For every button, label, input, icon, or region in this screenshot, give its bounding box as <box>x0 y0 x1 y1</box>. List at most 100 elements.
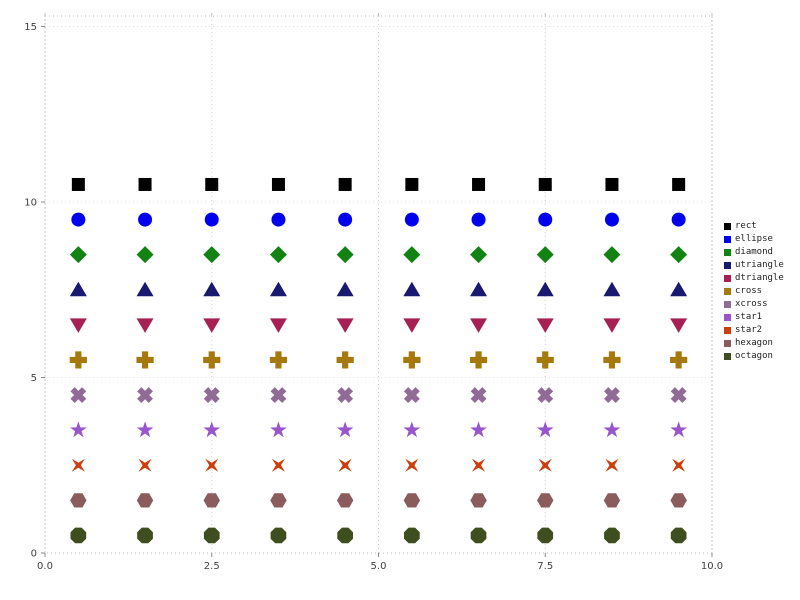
star1-marker <box>470 421 487 438</box>
dtriangle-marker <box>536 318 554 333</box>
utriangle-marker <box>603 281 621 297</box>
star1-marker <box>603 421 621 438</box>
legend-item-xcross: xcross <box>724 299 784 310</box>
hexagon-marker <box>336 493 354 508</box>
utriangle-legend-swatch-icon <box>724 262 731 269</box>
star1-marker <box>136 421 154 438</box>
diamond-marker <box>670 246 688 264</box>
legend-label: xcross <box>735 299 768 309</box>
octagon-marker <box>137 527 153 544</box>
ellipse-marker <box>404 212 419 227</box>
star2-marker <box>672 458 686 472</box>
legend-item-ellipse: ellipse <box>724 234 784 245</box>
star2-marker <box>338 458 352 472</box>
utriangle-marker <box>203 281 221 297</box>
utriangle-marker <box>670 281 688 297</box>
x-tick-label: 2.5 <box>204 561 220 572</box>
cross-marker <box>203 351 221 369</box>
dtriangle-marker <box>69 318 87 333</box>
legend: rect ellipse diamond utriangle dtriangle cros… <box>724 221 784 362</box>
octagon-marker <box>70 527 87 544</box>
ellipse-marker <box>671 212 686 227</box>
legend-item-star2: star2 <box>724 325 784 336</box>
utriangle-marker <box>336 281 354 297</box>
octagon-marker <box>470 527 487 544</box>
xcross-marker <box>337 387 354 403</box>
diamond-marker <box>603 246 621 264</box>
star2-marker <box>538 458 552 472</box>
diamond-marker <box>470 246 488 264</box>
utriangle-marker <box>536 281 554 297</box>
dtriangle-marker <box>203 318 221 333</box>
x-tick-label: 5.0 <box>371 561 387 572</box>
rect-marker <box>71 177 85 191</box>
utriangle-marker <box>69 281 87 297</box>
y-tick-label: 10 <box>24 198 37 209</box>
star2-marker <box>472 458 486 472</box>
octagon-marker <box>404 527 420 544</box>
utriangle-marker <box>403 281 421 297</box>
star2-legend-swatch-icon <box>724 327 731 334</box>
star2-marker <box>138 458 152 472</box>
diamond-marker <box>403 246 421 264</box>
cross-marker <box>136 351 154 369</box>
hexagon-marker <box>203 493 220 508</box>
octagon-marker <box>203 527 220 544</box>
legend-item-hexagon: hexagon <box>724 338 784 349</box>
legend-label: star2 <box>735 325 763 335</box>
legend-label: rect <box>735 221 757 231</box>
hexagon-marker <box>603 493 621 508</box>
star1-legend-swatch-icon <box>724 314 731 321</box>
rect-marker <box>271 177 285 191</box>
legend-label: ellipse <box>735 234 773 244</box>
xcross-marker <box>470 387 487 403</box>
cross-marker <box>603 351 621 369</box>
hexagon-marker <box>537 493 554 508</box>
utriangle-marker <box>269 281 287 297</box>
hexagon-marker <box>670 493 687 508</box>
diamond-marker <box>69 246 87 264</box>
cross-legend-swatch-icon <box>724 288 731 295</box>
legend-label: octagon <box>735 351 773 361</box>
legend-label: diamond <box>735 247 773 257</box>
rect-legend-swatch-icon <box>724 223 731 230</box>
xcross-marker <box>537 387 554 403</box>
legend-item-octagon: octagon <box>724 351 784 362</box>
diamond-marker <box>336 246 354 264</box>
star2-marker <box>605 458 619 472</box>
star2-marker <box>271 458 285 472</box>
xcross-marker <box>203 387 220 403</box>
legend-item-cross: cross <box>724 286 784 297</box>
dtriangle-legend-swatch-icon <box>724 275 731 282</box>
octagon-marker <box>604 527 620 544</box>
ellipse-marker <box>71 212 86 227</box>
rect-marker <box>472 177 486 191</box>
legend-label: star1 <box>735 312 763 322</box>
star2-marker <box>71 458 85 472</box>
cross-marker <box>670 351 688 369</box>
legend-item-diamond: diamond <box>724 247 784 258</box>
xcross-marker <box>270 387 287 403</box>
star1-marker <box>670 421 688 438</box>
cross-marker <box>403 351 421 369</box>
legend-item-utriangle: utriangle <box>724 260 784 271</box>
star2-marker <box>405 458 419 472</box>
dtriangle-marker <box>670 318 688 333</box>
diamond-marker <box>203 246 221 264</box>
xcross-marker <box>670 387 687 403</box>
ellipse-marker <box>338 212 353 227</box>
star1-marker <box>203 421 221 438</box>
legend-item-rect: rect <box>724 221 784 232</box>
dtriangle-marker <box>403 318 421 333</box>
ellipse-marker <box>138 212 153 227</box>
cross-marker <box>269 351 288 369</box>
legend-label: dtriangle <box>735 273 784 283</box>
diamond-marker <box>136 246 154 264</box>
octagon-marker <box>337 527 353 544</box>
legend-label: cross <box>735 286 763 296</box>
rect-marker <box>605 177 619 191</box>
y-tick-label: 0 <box>31 549 37 560</box>
star2-marker <box>205 458 219 472</box>
rect-marker <box>138 177 152 191</box>
